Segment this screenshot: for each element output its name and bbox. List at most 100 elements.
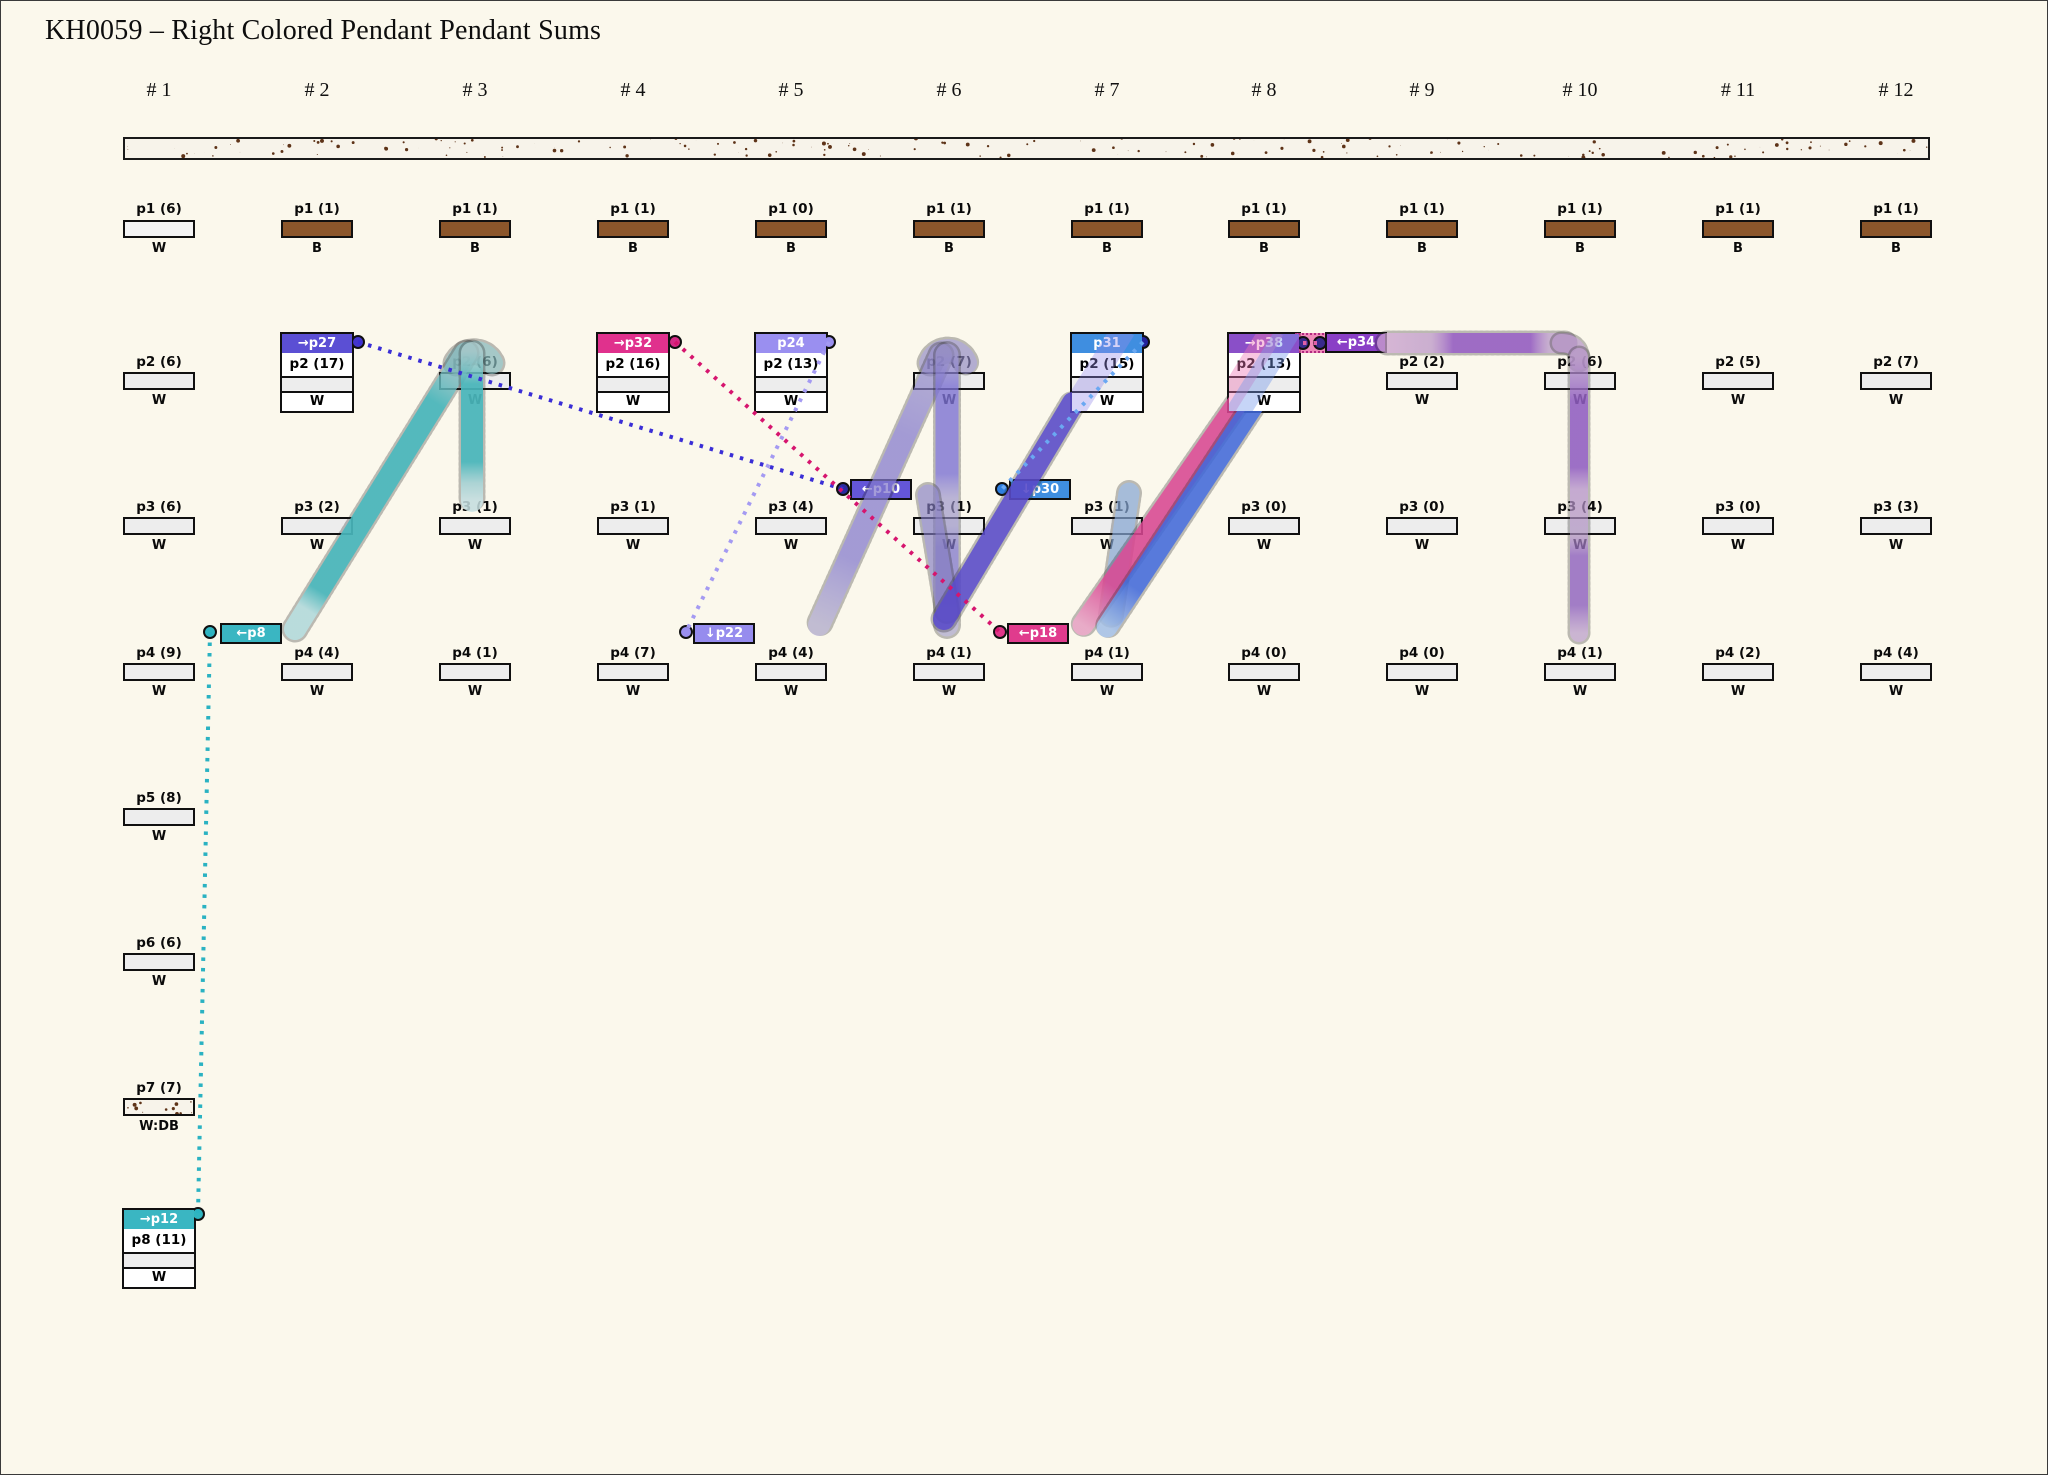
color-code-label: W <box>1572 684 1588 699</box>
pendant-label: p1 (1) <box>610 201 656 217</box>
pendant-label: p2 (17) <box>282 353 352 376</box>
pendant-bar <box>123 953 195 971</box>
color-code-label: W <box>1730 684 1746 699</box>
pendant-label: p1 (1) <box>1241 201 1287 217</box>
pendant-bar <box>597 517 669 535</box>
link-line-p31-↓p30 <box>1000 340 1145 491</box>
pendant-box-chip: →p38 <box>1229 334 1299 353</box>
pendant-bar <box>598 376 668 393</box>
pendant-label: p1 (1) <box>926 201 972 217</box>
column-header-2: # 2 <box>304 79 330 101</box>
pendant-label: p1 (1) <box>1084 201 1130 217</box>
pendant-bar <box>439 517 511 535</box>
color-code-label: W <box>151 393 167 408</box>
pendant-label: p4 (4) <box>294 645 340 661</box>
color-code-label: W <box>282 393 352 411</box>
pendant-box: p31 p2 (15) W <box>1070 332 1144 413</box>
color-code-label: B <box>628 241 638 256</box>
pendant-bar <box>123 663 195 681</box>
pendant-label: p4 (1) <box>926 645 972 661</box>
pendant-label: p4 (9) <box>136 645 182 661</box>
pendant-bar <box>1860 372 1932 390</box>
color-code-label: W <box>941 684 957 699</box>
color-code-label: W <box>783 684 799 699</box>
color-code-label: W <box>1072 393 1142 411</box>
column-header-5: # 5 <box>778 79 804 101</box>
pendant-bar <box>1386 372 1458 390</box>
pendant-bar <box>1228 663 1300 681</box>
color-code-label: W <box>1730 538 1746 553</box>
pendant-box: p24 p2 (13) W <box>754 332 828 413</box>
pendant-bar <box>439 663 511 681</box>
connector-chip-p34: ←p34 <box>1325 332 1387 353</box>
column-header-9: # 9 <box>1409 79 1435 101</box>
column-header-4: # 4 <box>620 79 646 101</box>
color-code-label: W <box>756 393 826 411</box>
color-code-label: W <box>467 538 483 553</box>
color-code-label: B <box>944 241 954 256</box>
pendant-box-chip: p31 <box>1072 334 1142 353</box>
column-header-12: # 12 <box>1878 79 1914 101</box>
pendant-bar <box>439 220 511 238</box>
connector-chip-p18: ←p18 <box>1007 623 1069 644</box>
pendant-bar <box>755 663 827 681</box>
pendant-label: p3 (0) <box>1241 499 1287 515</box>
flow-band-9 <box>1072 390 1250 636</box>
flow-band-1 <box>284 342 477 640</box>
color-code-label: W <box>151 241 167 256</box>
color-code-label: B <box>470 241 480 256</box>
column-header-8: # 8 <box>1251 79 1277 101</box>
pendant-bar <box>597 220 669 238</box>
color-code-label: B <box>1417 241 1427 256</box>
pendant-label: p1 (1) <box>1399 201 1445 217</box>
connector-node-↓p30 <box>995 482 1009 496</box>
pendant-bar <box>1702 663 1774 681</box>
pendant-label: p2 (13) <box>756 353 826 376</box>
pendant-bar <box>1860 663 1932 681</box>
flow-band-6 <box>917 484 958 622</box>
pendant-label: p2 (2) <box>1399 354 1445 370</box>
pendant-label: p1 (1) <box>294 201 340 217</box>
pendant-label: p2 (7) <box>1873 354 1919 370</box>
pendant-bar <box>597 663 669 681</box>
flow-band-10 <box>1096 392 1266 638</box>
flow-band-7 <box>933 392 1084 630</box>
column-header-3: # 3 <box>462 79 488 101</box>
color-code-label: W <box>1256 684 1272 699</box>
color-code-label: W <box>1888 538 1904 553</box>
pendant-bar <box>1071 663 1143 681</box>
pendant-bar <box>1071 220 1143 238</box>
pendant-label: p4 (7) <box>610 645 656 661</box>
top-speckle-bar <box>123 137 1930 160</box>
pendant-bar <box>913 663 985 681</box>
pendant-label: p7 (7) <box>136 1080 182 1096</box>
pendant-label: p4 (4) <box>768 645 814 661</box>
pendant-bar <box>1702 517 1774 535</box>
pendant-bar <box>1228 517 1300 535</box>
connector-chip-p22: ↓p22 <box>693 623 755 644</box>
pendant-bar <box>1386 663 1458 681</box>
pendant-bar <box>1702 372 1774 390</box>
pendant-bar <box>282 376 352 393</box>
pendant-box-chip: →p12 <box>124 1210 194 1229</box>
color-code-label: W <box>151 829 167 844</box>
column-header-11: # 11 <box>1720 79 1756 101</box>
pendant-bar <box>281 220 353 238</box>
link-line-→p27-←p10 <box>357 340 844 491</box>
pendant-box-chip: →p27 <box>282 334 352 353</box>
pendant-label: p1 (1) <box>452 201 498 217</box>
pendant-label: p1 (6) <box>136 201 182 217</box>
pendant-label: p4 (1) <box>1557 645 1603 661</box>
pendant-label: p3 (1) <box>610 499 656 515</box>
pendant-bar <box>1386 220 1458 238</box>
pendant-label: p2 (16) <box>598 353 668 376</box>
pendant-label: p5 (8) <box>136 790 182 806</box>
pendant-label: p4 (2) <box>1715 645 1761 661</box>
pendant-bar <box>123 220 195 238</box>
column-header-7: # 7 <box>1094 79 1120 101</box>
pendant-box: →p27 p2 (17) W <box>280 332 354 413</box>
pendant-label: p8 (11) <box>124 1229 194 1252</box>
pendant-label: p1 (1) <box>1873 201 1919 217</box>
color-code-label: W <box>625 538 641 553</box>
